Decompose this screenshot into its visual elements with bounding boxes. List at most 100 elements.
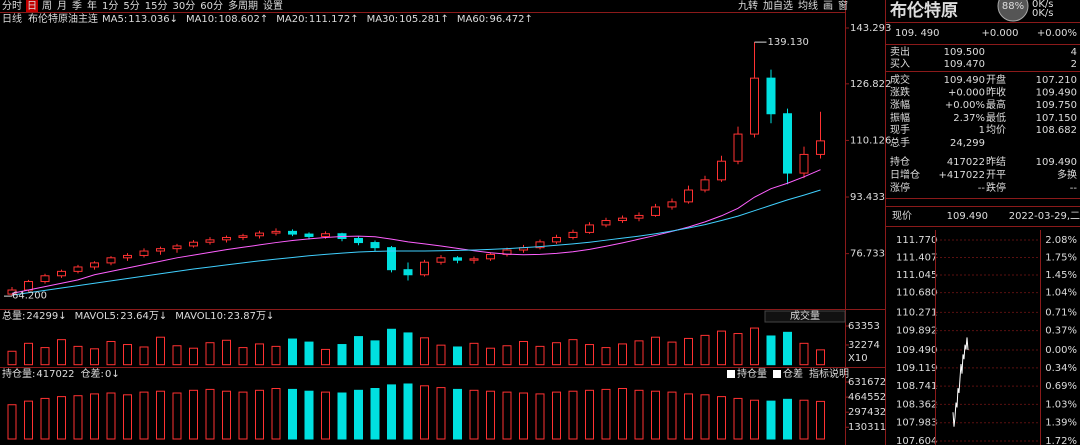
y-tick-label: 130311 [848, 422, 886, 433]
period-tab[interactable]: 分时 [2, 0, 22, 12]
ma-value: 105.281 [399, 14, 440, 25]
volume-bar [403, 332, 413, 366]
candle-body [156, 248, 165, 252]
option-label[interactable]: 指标说明 [809, 367, 849, 380]
pct-label: 0.69% [1045, 381, 1077, 392]
holding-bar [172, 392, 182, 440]
row-label: 涨停 [890, 181, 910, 194]
candle-body [222, 236, 231, 241]
period-tab[interactable]: 月 [57, 0, 67, 12]
ma-label: MA5: [102, 14, 127, 25]
volume-bar [40, 347, 50, 366]
candle-body [618, 217, 627, 222]
book-price: 109.500 [944, 47, 985, 58]
y-tick-label: 111.045 [896, 270, 937, 281]
candle-body [436, 257, 446, 263]
volume-arrow: ↓ [58, 311, 66, 322]
holding-bar [139, 391, 149, 440]
period-tab[interactable]: 周 [42, 0, 52, 12]
candle-body [354, 237, 363, 244]
mavol-arrow: ↓ [266, 311, 274, 322]
holding-bar [238, 391, 248, 440]
volume-bar [337, 344, 347, 366]
tool-button[interactable]: 画 [823, 1, 833, 12]
y-tick-label: 63353 [848, 321, 880, 332]
period-tab[interactable]: 多周期 [228, 0, 258, 12]
ma-line [11, 189, 821, 296]
holding-bar [568, 390, 578, 440]
indicator-select[interactable] [764, 310, 846, 323]
row-value: 109.750 [1036, 100, 1077, 111]
y-tick-label: 110.126 [850, 135, 891, 146]
period-tab[interactable]: 60分 [200, 0, 223, 12]
ma-arrow: ↑ [441, 14, 449, 25]
row-value: 107.210 [1036, 75, 1077, 86]
period-tab[interactable]: 15分 [145, 0, 168, 12]
option-label[interactable]: 持仓量 [737, 367, 767, 380]
candle-body [24, 281, 33, 291]
holding-bar [73, 395, 83, 440]
ma-label: MA20: [276, 14, 308, 25]
candle-body [90, 262, 99, 268]
row-value: 109.490 [1036, 157, 1077, 168]
holding-bar [403, 383, 413, 440]
checkbox[interactable] [773, 370, 781, 378]
volume-bar [139, 346, 149, 366]
candle-body [453, 257, 462, 261]
volume-bar [123, 344, 132, 366]
book-qty: 4 [1071, 47, 1077, 58]
row-value: 2.37% [953, 113, 985, 124]
tool-button[interactable]: 加自选 [763, 0, 793, 12]
option-label[interactable]: 仓差 [783, 367, 803, 380]
candle-body [189, 241, 198, 247]
period-tab[interactable]: 30分 [172, 0, 195, 12]
y-tick-label: 109.892 [896, 326, 937, 337]
contract-name: 布伦特原油主连 [28, 12, 98, 25]
holding-bar [337, 392, 347, 440]
ma-value: 111.172 [309, 14, 350, 25]
holding-bar [24, 400, 33, 440]
period-tab[interactable]: 设置 [263, 0, 283, 12]
holding-bar [552, 391, 561, 440]
mavol-label: MAVOL10: [175, 311, 226, 322]
period-tab[interactable]: 年 [87, 0, 97, 12]
tool-button[interactable]: 均线 [798, 0, 818, 12]
row-value: 107.150 [1036, 113, 1077, 124]
holding-bar [40, 397, 50, 440]
y-tick-label: 464552 [848, 392, 886, 403]
volume-bar [816, 349, 825, 366]
y-tick-label: 110.271 [896, 307, 937, 318]
diff-value: 0 [105, 369, 111, 380]
candle-body [585, 224, 594, 233]
ma-label: MA60: [457, 14, 489, 25]
period-tab[interactable]: 5分 [123, 0, 139, 12]
volume-bar [766, 335, 776, 366]
volume-bar [453, 346, 462, 366]
period-tab[interactable]: 季 [72, 0, 82, 12]
holding-bar [387, 384, 396, 440]
candle-body [57, 270, 66, 277]
diff-arrow: ↓ [111, 369, 119, 380]
tool-button[interactable]: 窗 [838, 0, 848, 12]
volume-bar [354, 336, 363, 366]
pct-label: 1.39% [1045, 418, 1077, 429]
mavol-arrow: ↓ [159, 311, 167, 322]
volume-bar [238, 347, 248, 366]
volume-bar [172, 345, 182, 366]
candle-body [535, 241, 545, 249]
candle-body [123, 254, 132, 259]
row-label: 持仓 [890, 155, 910, 168]
indicator-select-label[interactable]: 成交量 [790, 309, 820, 322]
book-label: 卖出 [890, 45, 910, 58]
tool-button[interactable]: 九转 [738, 0, 758, 12]
holding-bar [255, 389, 264, 440]
candle-body [667, 201, 677, 208]
checkbox[interactable] [727, 370, 735, 378]
period-tab[interactable]: 1分 [102, 0, 118, 12]
holding-bar [106, 392, 116, 440]
net-speed: 0K/s [1032, 8, 1054, 19]
holding-bar [304, 390, 314, 440]
period-tab[interactable]: 日 [27, 1, 37, 12]
